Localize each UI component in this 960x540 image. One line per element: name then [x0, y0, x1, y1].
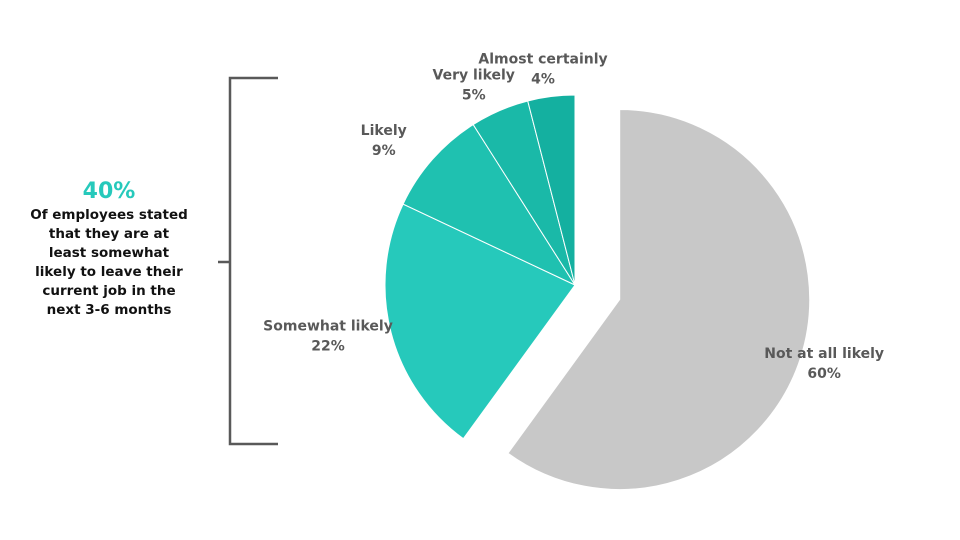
callout-text: Of employees stated that they are at lea… [30, 207, 188, 318]
pie-slice [507, 109, 811, 490]
slice-label: Not at all likely [764, 346, 884, 362]
callout-headline: 40% [82, 179, 136, 204]
pie-slice [402, 123, 577, 287]
slice-label: Very likely [433, 68, 515, 84]
value-label: 4% [531, 72, 555, 88]
callout: 40% Of employees stated that they are at… [28, 178, 190, 320]
value-label: 60% [807, 366, 841, 382]
value-label: 9% [372, 143, 396, 159]
bracket [218, 76, 278, 446]
slice-label: Somewhat likely [263, 318, 393, 334]
value-label: 5% [462, 88, 486, 104]
slice-label: Likely [361, 123, 407, 139]
slice-label: Almost certainly [478, 52, 607, 68]
pie-slice [527, 94, 576, 286]
value-label: 22% [311, 338, 345, 354]
